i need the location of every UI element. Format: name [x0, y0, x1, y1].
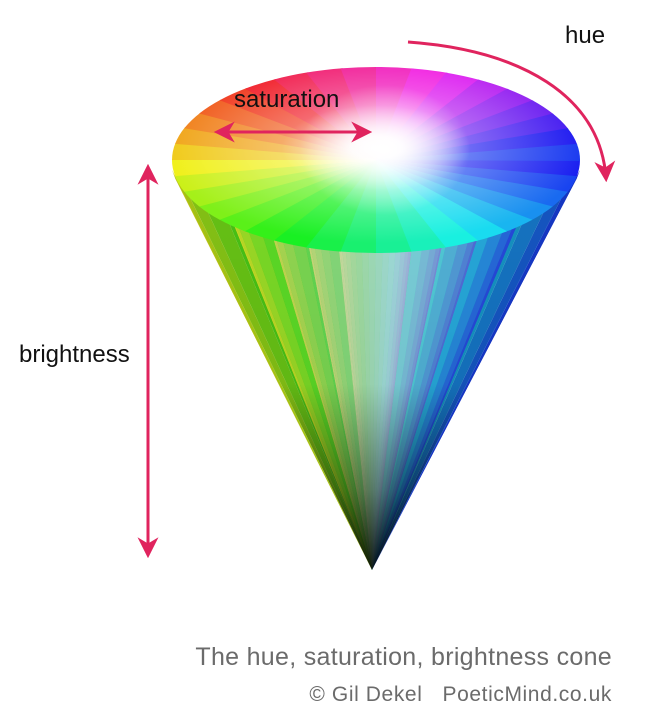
cone-body-wedge	[172, 170, 372, 570]
site-link-text[interactable]: PoeticMind.co.uk	[442, 683, 612, 706]
hue-arrow	[407, 40, 616, 183]
copyright-text: © Gil Dekel	[309, 683, 423, 706]
hue-label: hue	[565, 22, 606, 49]
cone-top-white-glow	[300, 85, 470, 215]
saturation-label: saturation	[234, 86, 340, 113]
cone-body-wedge	[372, 185, 568, 570]
caption-title: The hue, saturation, brightness cone	[195, 643, 612, 671]
caption-credit: © Gil Dekel PoeticMind.co.uk	[309, 683, 612, 707]
cone-body-wedge	[184, 185, 372, 570]
cone-body-wedge	[372, 178, 577, 570]
brightness-label: brightness	[19, 341, 130, 368]
